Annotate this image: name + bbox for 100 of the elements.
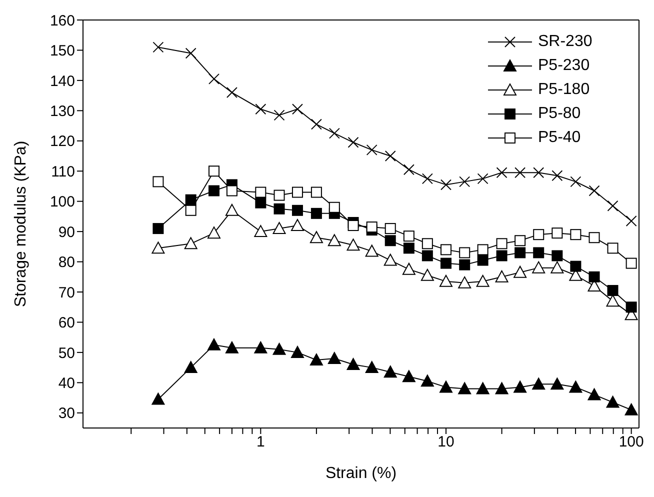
point <box>366 222 378 233</box>
point <box>607 242 618 254</box>
point <box>588 232 600 244</box>
point <box>439 380 452 393</box>
point <box>477 254 488 266</box>
point <box>422 238 433 250</box>
point <box>588 271 600 282</box>
point <box>292 204 303 216</box>
point <box>403 230 414 242</box>
point <box>440 179 452 190</box>
point <box>290 219 304 232</box>
point <box>439 274 452 287</box>
point <box>459 247 470 258</box>
point <box>310 208 322 219</box>
y-tick-label: 40 <box>58 374 75 392</box>
point <box>346 358 360 370</box>
point <box>272 342 286 355</box>
point <box>366 144 378 156</box>
point <box>476 382 490 394</box>
point <box>607 284 618 296</box>
point <box>310 231 323 244</box>
y-tick-label: 50 <box>58 344 75 362</box>
point <box>310 354 323 366</box>
point <box>459 259 470 270</box>
point <box>348 220 359 232</box>
point <box>570 176 582 188</box>
point <box>533 229 544 240</box>
y-tick-label: 160 <box>50 12 75 30</box>
y-tick-label: 130 <box>50 102 75 120</box>
point <box>292 104 303 115</box>
point <box>476 274 490 287</box>
point <box>606 396 620 408</box>
point <box>550 261 564 274</box>
point <box>514 380 527 393</box>
y-tick-label: 100 <box>50 194 75 211</box>
point <box>272 222 286 234</box>
point <box>274 110 285 121</box>
point <box>274 203 285 214</box>
point <box>495 382 508 394</box>
y-tick-label: 120 <box>50 133 75 150</box>
x-tick-label: 100 <box>618 434 644 451</box>
point <box>514 167 526 178</box>
y-axis-title: Storage modulus (KPa) <box>12 140 30 308</box>
point <box>310 118 322 130</box>
point <box>606 294 620 307</box>
point <box>328 352 341 364</box>
y-tick-label: 90 <box>58 224 75 241</box>
point <box>384 254 397 266</box>
point <box>255 197 266 208</box>
point <box>588 388 601 400</box>
y-tick-label: 150 <box>50 42 75 60</box>
point <box>365 244 378 257</box>
y-tick-label: 140 <box>50 72 75 90</box>
point <box>328 202 340 213</box>
point <box>255 104 266 115</box>
point <box>552 250 563 262</box>
point <box>384 223 396 234</box>
y-tick-label: 60 <box>58 314 75 332</box>
point <box>420 268 434 281</box>
legend-label: P5-40 <box>538 129 581 147</box>
point <box>495 270 508 282</box>
point <box>550 378 564 390</box>
point <box>626 258 637 269</box>
point <box>496 167 508 178</box>
legend-label: P5-230 <box>538 57 590 75</box>
point <box>420 374 434 387</box>
point <box>402 370 416 382</box>
point <box>348 136 359 148</box>
point <box>533 247 544 258</box>
point <box>440 244 452 256</box>
x-tick-label: 10 <box>438 434 454 451</box>
point <box>607 200 618 212</box>
point <box>365 361 378 374</box>
point <box>384 150 396 162</box>
point <box>477 244 488 256</box>
point <box>440 258 452 269</box>
point <box>422 250 433 262</box>
x-tick-label: 1 <box>256 434 265 451</box>
point <box>552 170 563 182</box>
point <box>402 262 416 275</box>
point <box>624 403 638 416</box>
point <box>514 247 526 258</box>
point <box>384 235 396 246</box>
point <box>569 380 582 393</box>
point <box>552 228 563 239</box>
y-tick-label: 30 <box>58 405 75 422</box>
point <box>403 242 414 254</box>
point <box>626 215 637 226</box>
point <box>496 238 508 250</box>
point <box>254 225 268 238</box>
point <box>403 164 414 176</box>
point <box>459 176 470 188</box>
legend-label: SR-230 <box>538 33 592 51</box>
point <box>533 167 544 178</box>
point <box>254 341 268 354</box>
point <box>496 250 508 262</box>
x-axis-title: Strain (%) <box>325 465 397 482</box>
y-tick-label: 80 <box>58 254 75 272</box>
point <box>290 346 304 358</box>
point <box>255 186 266 198</box>
